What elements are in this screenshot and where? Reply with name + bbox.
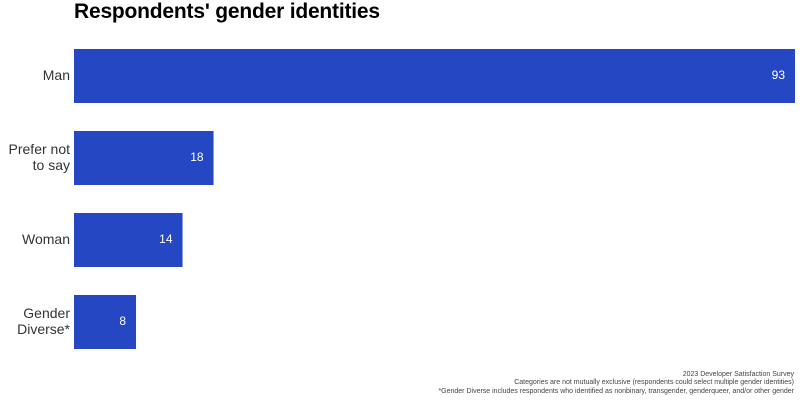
footnote-note: Categories are not mutually exclusive (r… <box>514 379 794 386</box>
bar-man <box>74 49 795 103</box>
value-label-woman: 14 <box>159 232 173 246</box>
category-label-gender-diverse: Gender Diverse* <box>17 305 70 337</box>
value-label-man: 93 <box>772 68 786 82</box>
bar-prefer-not-to-say <box>74 131 214 185</box>
category-label-man: Man <box>43 67 70 83</box>
bar-gender-diverse <box>74 295 137 349</box>
chart-footnotes: 2023 Developer Satisfaction Survey Categ… <box>438 371 794 397</box>
value-label-prefer-not-to-say: 18 <box>190 150 204 164</box>
category-label-prefer-not-to-say: Prefer not to say <box>9 141 71 173</box>
bar-woman <box>74 213 183 267</box>
footnote-definition: *Gender Diverse includes respondents who… <box>438 387 794 395</box>
footnote-source: 2023 Developer Satisfaction Survey <box>682 370 794 378</box>
category-label-woman: Woman <box>22 231 70 247</box>
value-label-gender-diverse: 8 <box>119 314 126 328</box>
chart-title: Respondents' gender identities <box>74 0 380 23</box>
